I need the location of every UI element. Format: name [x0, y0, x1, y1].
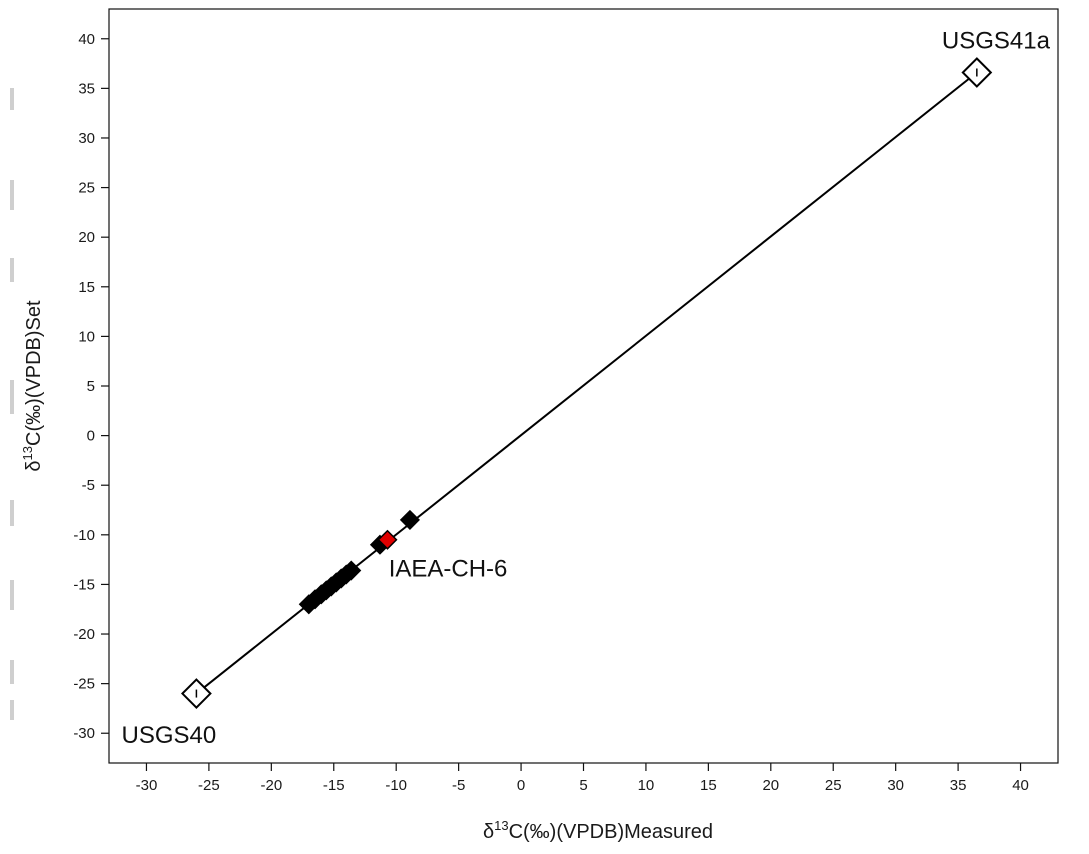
point-label: IAEA-CH-6 — [389, 555, 508, 582]
x-tick-label: 15 — [700, 777, 717, 794]
x-tick-label: -15 — [323, 777, 345, 794]
x-tick-label: 10 — [638, 777, 655, 794]
left-edge-dash — [10, 700, 14, 720]
y-tick-label: 40 — [78, 31, 95, 48]
y-axis-label: δ13C(‰)(VPDB)Set — [20, 300, 45, 472]
point-label: USGS41a — [942, 28, 1051, 55]
reference-point-open-diamond — [180, 678, 212, 709]
x-tick-label: -10 — [385, 777, 407, 794]
y-tick-label: 20 — [78, 229, 95, 246]
x-tick-label: 20 — [762, 777, 779, 794]
x-axis-label: δ13C(‰)(VPDB)Measured — [483, 818, 713, 843]
left-edge-dash — [10, 180, 14, 210]
y-tick-label: -15 — [73, 576, 95, 593]
y-axis: -30 -25 -20 -15 -10 -5 0 5 10 15 20 25 30 35 40 — [73, 31, 109, 742]
data-points — [180, 57, 993, 709]
y-tick-label: -10 — [73, 527, 95, 544]
left-edge-dash — [10, 580, 14, 610]
y-tick-label: 30 — [78, 130, 95, 147]
x-tick-label: 30 — [887, 777, 904, 794]
point-annotations: USGS41a IAEA-CH-6 USGS40 — [121, 28, 1050, 749]
left-edge-dash — [10, 500, 14, 526]
left-edge-dash — [10, 660, 14, 684]
x-tick-label: -5 — [452, 777, 465, 794]
y-tick-label: 5 — [87, 378, 95, 395]
x-tick-label: -30 — [136, 777, 158, 794]
y-tick-label: -20 — [73, 626, 95, 643]
y-tick-label: 35 — [78, 80, 95, 97]
left-edge-dash — [10, 88, 14, 110]
x-tick-label: 35 — [950, 777, 967, 794]
x-tick-label: -25 — [198, 777, 220, 794]
x-tick-label: 25 — [825, 777, 842, 794]
y-tick-label: 25 — [78, 180, 95, 197]
x-axis: -30 -25 -20 -15 -10 -5 0 5 10 15 20 25 30 35 40 — [136, 763, 1029, 794]
y-tick-label: -25 — [73, 676, 95, 693]
y-tick-label: -30 — [73, 725, 95, 742]
left-edge-dash — [10, 258, 14, 282]
y-tick-label: -5 — [82, 477, 95, 494]
y-tick-label: 0 — [87, 428, 95, 445]
x-tick-label: 40 — [1012, 777, 1029, 794]
point-label: USGS40 — [121, 722, 216, 749]
x-tick-label: -20 — [260, 777, 282, 794]
sample-point — [341, 560, 362, 581]
x-tick-label: 0 — [517, 777, 525, 794]
y-tick-label: 15 — [78, 279, 95, 296]
left-edge-dash — [10, 380, 14, 414]
x-tick-label: 5 — [579, 777, 587, 794]
y-tick-label: 10 — [78, 328, 95, 345]
sample-point — [399, 509, 420, 530]
reference-point-open-diamond — [961, 57, 993, 88]
highlighted-point — [377, 529, 398, 550]
